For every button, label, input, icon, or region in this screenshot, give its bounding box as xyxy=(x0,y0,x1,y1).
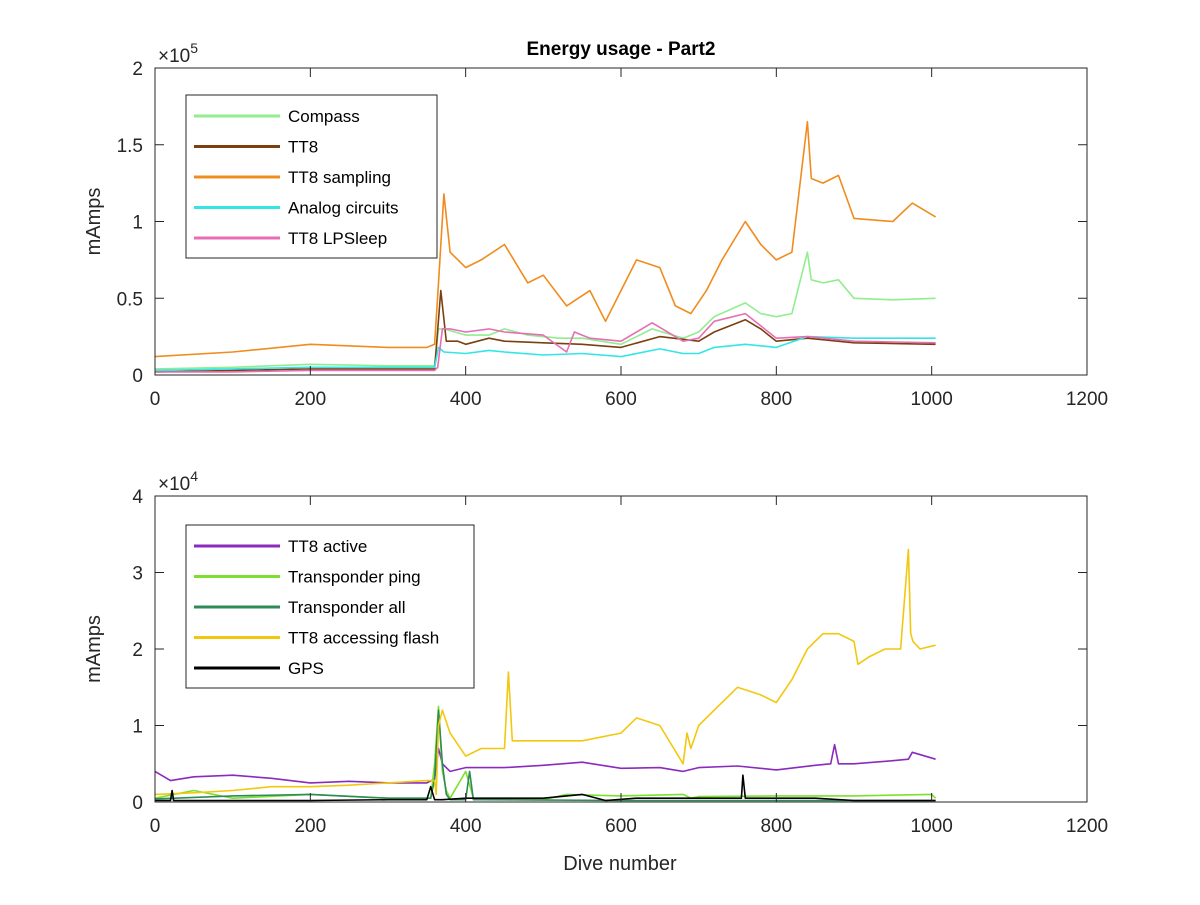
x-tick-label: 600 xyxy=(605,816,637,837)
x-axis-label: Dive number xyxy=(563,853,677,875)
series-line-tt8-accessing-flash xyxy=(154,548,936,796)
chart-2: 0 200 400 600 800 1000 1200 0 1 2 3 4 ×104 mAmps Dive … xyxy=(83,468,1108,875)
y-exponent-label: ×104 xyxy=(158,468,198,495)
y-tick-label: 1.5 xyxy=(117,136,143,157)
y-tick-label: 2 xyxy=(132,640,143,661)
series-line-transponder-all xyxy=(154,709,936,802)
x-tick-label: 1000 xyxy=(911,389,953,410)
chart-1: 0 200 400 600 800 1000 1200 0 0.5 1 1.5 2 ×105 mAmps C… xyxy=(83,40,1108,410)
legend-label: TT8 sampling xyxy=(288,168,391,187)
x-tick-label: 1200 xyxy=(1066,389,1108,410)
y-tick-label: 0.5 xyxy=(117,289,143,310)
series-line-tt8-active xyxy=(154,743,936,784)
series-line-analog-circuits xyxy=(154,335,936,372)
y-tick-label: 2 xyxy=(132,59,143,80)
legend-label: TT8 active xyxy=(288,537,367,556)
x-tick-label: 400 xyxy=(450,389,482,410)
y-tick-label: 1 xyxy=(132,213,143,234)
x-tick-label: 1000 xyxy=(911,816,953,837)
y-tick-label: 0 xyxy=(132,366,143,387)
y-tick-label: 3 xyxy=(132,564,143,585)
legend-label: GPS xyxy=(288,659,324,678)
x-tick-label: 400 xyxy=(450,816,482,837)
legend-label: TT8 xyxy=(288,138,318,157)
y-tick-label: 1 xyxy=(132,717,143,738)
x-tick-label: 800 xyxy=(760,389,792,410)
legend-label: TT8 LPSleep xyxy=(288,229,387,248)
series-line-tt8 xyxy=(154,289,936,373)
y-tick-label: 4 xyxy=(132,487,143,508)
x-tick-label: 800 xyxy=(760,816,792,837)
y-exponent-label: ×105 xyxy=(158,40,198,67)
x-tick-label: 200 xyxy=(294,389,326,410)
figure-title: Energy usage - Part2 xyxy=(526,39,715,60)
y-axis-label: mAmps xyxy=(83,615,105,683)
legend-label: Transponder ping xyxy=(288,568,421,587)
legend-label: Compass xyxy=(288,107,360,126)
x-tick-label: 1200 xyxy=(1066,816,1108,837)
y-axis-label: mAmps xyxy=(83,188,105,256)
series-line-tt8-lpsleep xyxy=(155,312,936,373)
legend-label: Analog circuits xyxy=(288,199,399,218)
legend-label: Transponder all xyxy=(288,598,406,617)
x-tick-label: 600 xyxy=(605,389,637,410)
legend: Compass TT8 TT8 sampling Analog circuits TT8… xyxy=(185,94,438,259)
series-line-tt8-sampling xyxy=(154,120,937,358)
x-tick-label: 0 xyxy=(150,389,161,410)
x-tick-label: 0 xyxy=(150,816,161,837)
legend-label: TT8 accessing flash xyxy=(288,629,439,648)
y-tick-label: 0 xyxy=(132,793,143,814)
x-tick-label: 200 xyxy=(294,816,326,837)
legend: TT8 active Transponder ping Transponder al… xyxy=(185,524,475,689)
series-group xyxy=(154,120,937,373)
